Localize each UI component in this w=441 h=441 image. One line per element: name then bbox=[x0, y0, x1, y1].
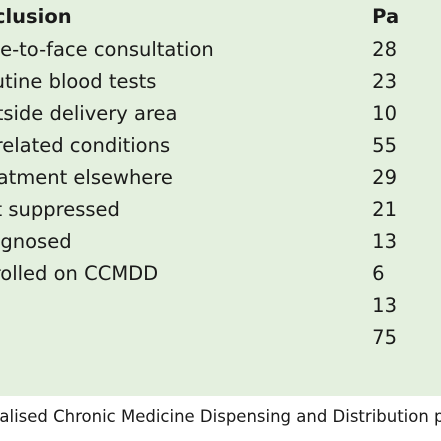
table-footnote: Centralised Chronic Medicine Dispensing … bbox=[0, 407, 441, 426]
row-label: Unrelated conditions bbox=[0, 134, 171, 157]
row-value: 23 bbox=[372, 70, 397, 93]
table-row: Treatment elsewhere 29 bbox=[0, 162, 409, 194]
row-value: 13 bbox=[372, 230, 397, 253]
row-label bbox=[0, 290, 372, 322]
table-row: Enrolled on CCMDD 6 bbox=[0, 258, 409, 290]
row-value: 21 bbox=[372, 198, 397, 221]
row-value: 75 bbox=[372, 326, 397, 349]
table-row: Unrelated conditions 55 bbox=[0, 130, 409, 162]
table-row: 75 bbox=[0, 322, 409, 354]
exclusion-table: Exclusion Pa Face-to-face consultation 2… bbox=[0, 0, 441, 396]
row-value: 13 bbox=[372, 294, 397, 317]
row-label: Not suppressed bbox=[0, 198, 120, 221]
table-header-row: Exclusion Pa bbox=[0, 0, 409, 34]
row-value: 6 bbox=[372, 262, 385, 285]
header-value: Pa bbox=[372, 5, 400, 28]
row-value: 29 bbox=[372, 166, 397, 189]
table-row: Diagnosed 13 bbox=[0, 226, 409, 258]
row-value: 28 bbox=[372, 38, 397, 61]
row-label: Routine blood tests bbox=[0, 70, 157, 93]
row-label: Diagnosed bbox=[0, 230, 72, 253]
exclusion-table-grid: Exclusion Pa Face-to-face consultation 2… bbox=[0, 0, 409, 354]
row-value: 55 bbox=[372, 134, 397, 157]
row-label bbox=[0, 322, 372, 354]
table-row: Outside delivery area 10 bbox=[0, 98, 409, 130]
row-value: 10 bbox=[372, 102, 397, 125]
header-exclusion: Exclusion bbox=[0, 5, 72, 28]
row-label: Treatment elsewhere bbox=[0, 166, 173, 189]
row-label: Face-to-face consultation bbox=[0, 38, 214, 61]
table-row: Face-to-face consultation 28 bbox=[0, 34, 409, 66]
table-row: Not suppressed 21 bbox=[0, 194, 409, 226]
table-row: Routine blood tests 23 bbox=[0, 66, 409, 98]
row-label: Enrolled on CCMDD bbox=[0, 262, 159, 285]
table-row: 13 bbox=[0, 290, 409, 322]
row-label: Outside delivery area bbox=[0, 102, 178, 125]
